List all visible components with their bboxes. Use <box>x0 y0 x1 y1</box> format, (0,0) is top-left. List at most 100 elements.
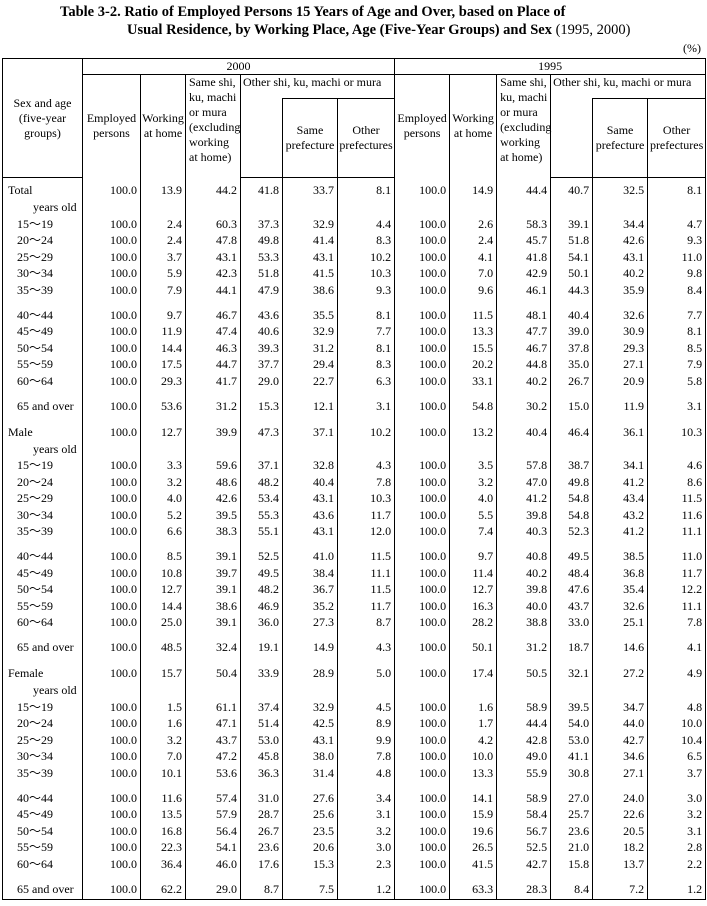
table-row: Male 100.0 12.7 39.9 47.3 37.1 10.2 100.0 13.2 40… <box>2 413 707 441</box>
cell-value: 100.0 <box>82 838 141 855</box>
cell-value: 14.4 <box>140 597 186 614</box>
cell-value: 32.9 <box>282 215 338 232</box>
table-row: 60～64 100.0 29.3 41.7 29.0 22.7 6.3 100.0 33.1 40… <box>2 372 707 389</box>
cell-value: 100.0 <box>82 580 141 597</box>
cell-value: 3.5 <box>449 456 498 473</box>
row-label: Total <box>2 177 83 199</box>
cell-value: 31.2 <box>185 388 241 414</box>
header-row: Same prefecture Other prefectures Same pre… <box>3 98 707 178</box>
title-years: (1995, 2000) <box>555 22 631 38</box>
cell-value: 33.7 <box>282 177 338 199</box>
cell-value: 46.9 <box>240 597 283 614</box>
cell-value: 58.9 <box>496 698 552 715</box>
row-label: 35～39 <box>2 764 83 781</box>
header-row: Sex and age (five-year groups) 2000 1995 <box>2 58 707 178</box>
cell-value: 39.9 <box>185 413 241 441</box>
cell-value: 43.7 <box>550 597 594 614</box>
cell-value: 8.7 <box>336 613 396 630</box>
cell-value: 100.0 <box>394 613 451 630</box>
cell-value: 11.9 <box>592 388 649 414</box>
cell-value: 48.6 <box>185 473 241 490</box>
cell-value: 40.7 <box>550 177 594 199</box>
cell-value: 5.9 <box>140 264 186 281</box>
cell-value: 41.2 <box>592 522 649 539</box>
table-row: 25～29 100.0 3.7 43.1 53.3 43.1 10.2 100.0 4.1 41.… <box>2 248 707 265</box>
cell-value: 100.0 <box>394 456 451 473</box>
cell-value: 17.4 <box>449 655 498 682</box>
cell-value: 100.0 <box>394 264 451 281</box>
cell-value: 51.8 <box>240 264 283 281</box>
cell-value: 8.6 <box>647 473 707 490</box>
cell-value: 61.1 <box>185 698 241 715</box>
empty-cell <box>592 199 649 215</box>
cell-value: 50.1 <box>550 264 594 281</box>
cell-value: 16.8 <box>140 822 186 839</box>
cell-value: 100.0 <box>82 522 141 539</box>
cell-value: 43.1 <box>282 248 338 265</box>
table-row: 40～44 100.0 11.6 57.4 31.0 27.6 3.4 100.0 14.1 58… <box>2 780 707 806</box>
cell-value: 54.1 <box>185 838 241 855</box>
cell-value: 1.6 <box>140 714 186 731</box>
cell-value: 38.7 <box>550 456 594 473</box>
cell-value: 44.7 <box>185 355 241 372</box>
cell-value: 44.1 <box>185 281 241 298</box>
cell-value: 18.2 <box>592 838 649 855</box>
cell-value: 13.3 <box>449 764 498 781</box>
cell-value: 100.0 <box>82 231 141 248</box>
cell-value: 32.1 <box>550 655 594 682</box>
cell-value: 100.0 <box>82 731 141 748</box>
cell-value: 53.6 <box>140 388 186 414</box>
cell-value: 41.0 <box>282 539 338 564</box>
row-label: 15～19 <box>2 698 83 715</box>
cell-value: 41.7 <box>185 372 241 389</box>
cell-value: 43.6 <box>240 297 283 323</box>
column-header: Working at home <box>449 74 498 178</box>
cell-value: 7.8 <box>647 613 707 630</box>
cell-value: 7.9 <box>647 355 707 372</box>
row-label: 55～59 <box>2 355 83 372</box>
row-label: 35～39 <box>2 522 83 539</box>
cell-value: 54.8 <box>550 506 594 523</box>
column-header: Same shi, ku, machi or mura (excluding w… <box>185 74 241 178</box>
cell-value: 17.6 <box>240 855 283 872</box>
table-row: years old <box>2 440 707 457</box>
cell-value: 43.1 <box>282 731 338 748</box>
empty-cell <box>550 682 594 698</box>
cell-value: 7.7 <box>336 322 396 339</box>
cell-value: 55.9 <box>496 764 552 781</box>
cell-value: 43.7 <box>185 731 241 748</box>
empty-cell <box>394 199 451 215</box>
cell-value: 8.4 <box>647 281 707 298</box>
table-row: 30～34 100.0 5.9 42.3 51.8 41.5 10.3 100.0 7.0 42.… <box>2 264 707 281</box>
cell-value: 8.1 <box>647 177 707 199</box>
row-label: 45～49 <box>2 564 83 581</box>
table-row: 45～49 100.0 11.9 47.4 40.6 32.9 7.7 100.0 13.3 47… <box>2 322 707 339</box>
column-header: Employed persons <box>394 74 451 178</box>
cell-value: 100.0 <box>82 822 141 839</box>
empty-cell <box>185 682 241 698</box>
column-header-blank <box>240 98 283 178</box>
cell-value: 11.5 <box>336 539 396 564</box>
column-header: Employed persons <box>82 74 141 178</box>
cell-value: 100.0 <box>394 322 451 339</box>
cell-value: 57.9 <box>185 805 241 822</box>
cell-value: 34.1 <box>592 456 649 473</box>
cell-value: 100.0 <box>82 630 141 655</box>
cell-value: 100.0 <box>394 731 451 748</box>
column-header: Same prefecture <box>282 98 338 178</box>
cell-value: 40.6 <box>240 322 283 339</box>
cell-value: 18.7 <box>550 630 594 655</box>
cell-value: 100.0 <box>82 655 141 682</box>
cell-value: 100.0 <box>394 506 451 523</box>
row-label: 15～19 <box>2 215 83 232</box>
cell-value: 50.5 <box>496 655 552 682</box>
table-row: 20～24 100.0 1.6 47.1 51.4 42.5 8.9 100.0 1.7 44.4… <box>2 714 707 731</box>
cell-value: 19.6 <box>449 822 498 839</box>
cell-value: 47.0 <box>496 473 552 490</box>
empty-cell <box>82 682 141 698</box>
cell-value: 33.1 <box>449 372 498 389</box>
cell-value: 8.3 <box>336 231 396 248</box>
cell-value: 25.1 <box>592 613 649 630</box>
cell-value: 42.7 <box>496 855 552 872</box>
cell-value: 100.0 <box>82 698 141 715</box>
